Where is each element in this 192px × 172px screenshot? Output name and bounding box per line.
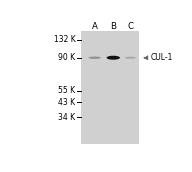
Text: 132 K: 132 K <box>54 35 75 44</box>
Text: B: B <box>110 22 116 31</box>
Text: A: A <box>92 22 98 31</box>
Ellipse shape <box>125 57 136 59</box>
Text: 34 K: 34 K <box>58 113 75 122</box>
Ellipse shape <box>107 56 120 60</box>
Text: 90 K: 90 K <box>58 53 75 62</box>
Text: 55 K: 55 K <box>58 86 75 95</box>
Bar <box>81 31 139 144</box>
Text: C: C <box>127 22 133 31</box>
Text: CUL-1: CUL-1 <box>150 53 173 62</box>
Ellipse shape <box>88 57 101 59</box>
Text: 43 K: 43 K <box>58 98 75 107</box>
